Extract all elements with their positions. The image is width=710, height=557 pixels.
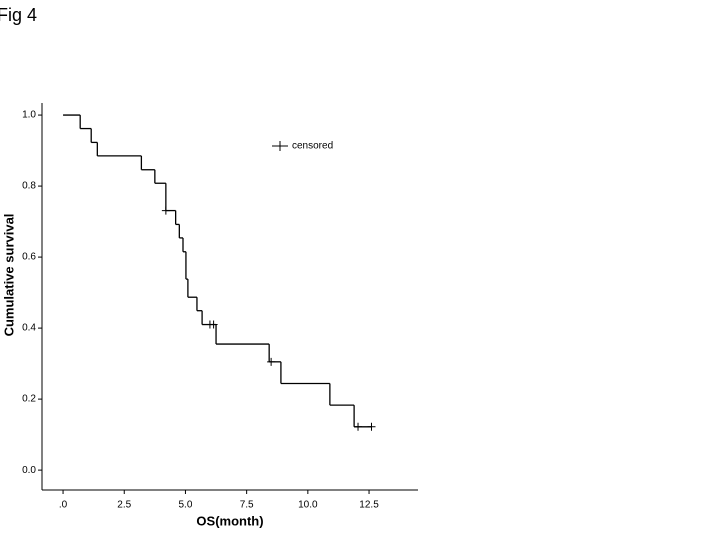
censor-mark [161,206,170,215]
x-tick-label: 10.0 [298,500,318,511]
x-tick-label: 2.5 [117,500,131,511]
x-tick-label: .0 [59,500,68,511]
legend-label: censored [292,141,333,152]
y-tick-label: 1.0 [22,110,36,121]
y-tick-label: 0.6 [22,252,36,263]
figure-label: Fig 4 [0,5,37,25]
x-tick-label: 5.0 [178,500,192,511]
y-axis-title: Cumulative survival [1,214,16,337]
x-tick-label: 12.5 [359,500,379,511]
x-axis-title: OS(month) [196,513,263,528]
x-tick-label: 7.5 [240,500,254,511]
censor-mark [267,357,276,366]
censor-mark [209,320,218,329]
y-tick-label: 0.4 [22,323,36,334]
y-tick-label: 0.2 [22,394,36,405]
y-tick-label: 0.0 [22,465,36,476]
censor-mark [367,422,376,431]
legend-symbol [272,141,288,151]
y-tick-label: 0.8 [22,181,36,192]
censor-mark [354,422,363,431]
